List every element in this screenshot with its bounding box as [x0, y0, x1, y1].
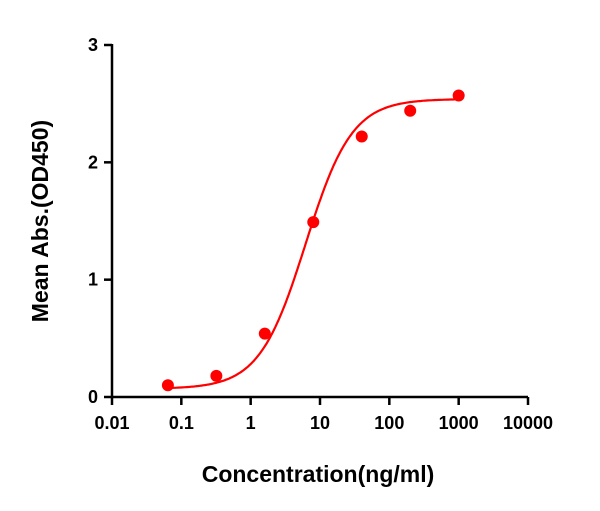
y-tick-label: 3 — [88, 35, 98, 55]
data-point — [355, 130, 368, 143]
data-points — [161, 89, 465, 392]
x-tick-label: 100 — [374, 413, 404, 433]
data-point — [258, 327, 271, 340]
x-tick-label: 1000 — [439, 413, 479, 433]
y-tick-label: 2 — [88, 152, 98, 172]
x-tick-label: 0.01 — [94, 413, 129, 433]
y-axis-label: Mean Abs.(OD450) — [27, 120, 53, 322]
data-point — [210, 369, 223, 382]
x-tick-label: 0.1 — [169, 413, 194, 433]
y-tick-label: 0 — [88, 387, 98, 407]
axes: 0 1 2 3 0.01 0.1 1 10 100 1000 10000 — [88, 35, 553, 433]
x-tick-label: 1 — [246, 413, 256, 433]
data-point — [307, 216, 320, 229]
data-point — [404, 104, 417, 117]
y-tick-label: 1 — [88, 270, 98, 290]
x-axis-label: Concentration(ng/ml) — [202, 461, 435, 487]
data-point — [161, 379, 174, 392]
fit-curve — [167, 98, 459, 390]
x-tick-label: 10 — [310, 413, 330, 433]
data-point — [452, 89, 465, 102]
x-tick-label: 10000 — [503, 413, 553, 433]
